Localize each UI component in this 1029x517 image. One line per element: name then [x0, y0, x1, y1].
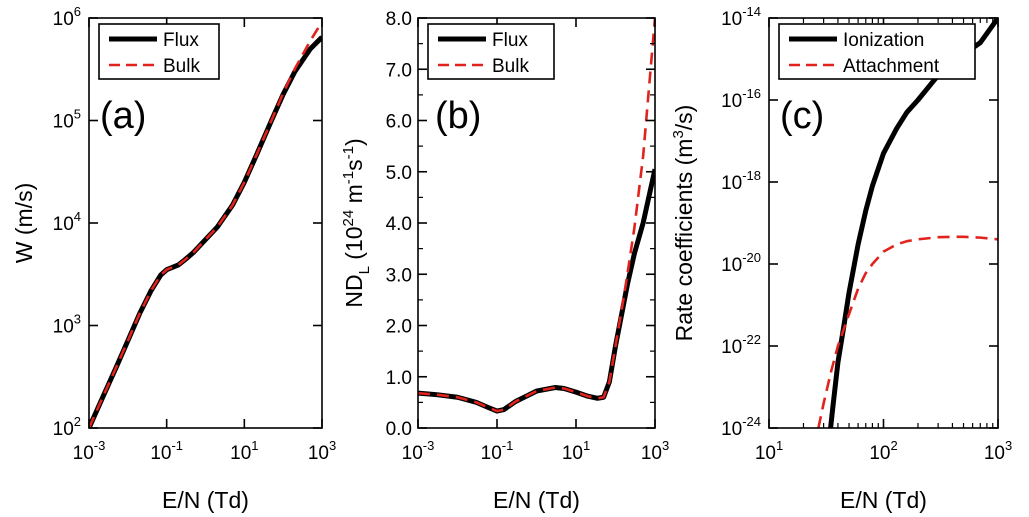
x-tick-label: 103 [984, 438, 1012, 464]
y-tick-label: 4.0 [386, 214, 412, 235]
legend-label-bulk: Bulk [163, 56, 200, 77]
x-tick-label: 102 [869, 438, 897, 464]
legend-label-ionization: Ionization [843, 30, 924, 51]
y-axis-title: NDL (1024 m-1s-1) [340, 138, 373, 307]
y-tick-label: 7.0 [386, 60, 412, 81]
y-tick-label: 10-14 [721, 4, 761, 30]
x-tick-label: 10-1 [150, 438, 183, 464]
legend: Ionization Attachment [778, 23, 976, 80]
y-axis-title: W (m/s) [11, 183, 37, 263]
x-tick-label: 10-1 [481, 438, 514, 464]
x-tick-label: 10-3 [402, 438, 435, 464]
y-tick-label: 1.0 [386, 368, 412, 389]
y-tick-label: 5.0 [386, 163, 412, 184]
panel-b: 10-3 10-1 101 103 0.0 1.0 2.0 3.0 4.0 5.0 6.0 7.0 8.… [340, 9, 669, 513]
y-tick-label: 10-22 [721, 332, 761, 358]
series-group [89, 27, 322, 428]
series-line-attachment [817, 235, 998, 428]
y-tick-label: 102 [53, 414, 81, 440]
y-tick-label: 106 [53, 4, 81, 30]
y-tick-label: 104 [53, 209, 81, 235]
legend-label-flux: Flux [492, 30, 528, 51]
panel-a: 10-3 10-1 101 103 102 103 104 105 106 E/N (Td) W (… [11, 4, 336, 513]
y-tick-label: 0.0 [386, 419, 412, 440]
legend-box [778, 23, 976, 80]
x-tick-label: 10-3 [73, 438, 106, 464]
y-tick-label: 10-24 [721, 414, 761, 440]
legend-label-attachment: Attachment [843, 56, 940, 77]
y-tick-label: 6.0 [386, 112, 412, 133]
series-line-bulk [418, 18, 655, 413]
panel-label: (a) [100, 95, 146, 137]
y-tick-label: 103 [53, 312, 81, 338]
x-tick-label: 101 [230, 438, 258, 464]
panel-label: (b) [435, 95, 481, 137]
x-tick-label: 103 [641, 438, 669, 464]
legend-label-bulk: Bulk [492, 56, 529, 77]
legend-label-flux: Flux [163, 30, 199, 51]
legend: Flux Bulk [427, 23, 555, 80]
legend: Flux Bulk [98, 23, 220, 80]
y-axis-title: Rate coefficients (m3/s) [670, 105, 697, 342]
x-axis-title: E/N (Td) [840, 487, 927, 513]
y-tick-label: 105 [53, 107, 81, 133]
y-tick-label: 10-16 [721, 86, 761, 112]
legend-box [427, 23, 555, 80]
series-group [418, 18, 655, 414]
panel-c: 101 102 103 10-24 10-22 10-20 10-18 10-16 10-14 E… [670, 4, 1012, 513]
y-tick-label: 10-18 [721, 168, 761, 194]
x-axis-title: E/N (Td) [493, 487, 580, 513]
y-tick-label: 10-20 [721, 250, 761, 276]
x-tick-label: 101 [562, 438, 590, 464]
series-line-flux [418, 168, 655, 414]
panel-label: (c) [780, 95, 824, 137]
x-tick-label: 101 [755, 438, 783, 464]
x-axis-title: E/N (Td) [162, 487, 249, 513]
y-tick-label: 8.0 [386, 9, 412, 30]
series-line-bulk [89, 27, 320, 428]
x-tick-label: 103 [308, 438, 336, 464]
legend-box [98, 23, 220, 80]
y-tick-label: 3.0 [386, 265, 412, 286]
y-tick-label: 2.0 [386, 317, 412, 338]
